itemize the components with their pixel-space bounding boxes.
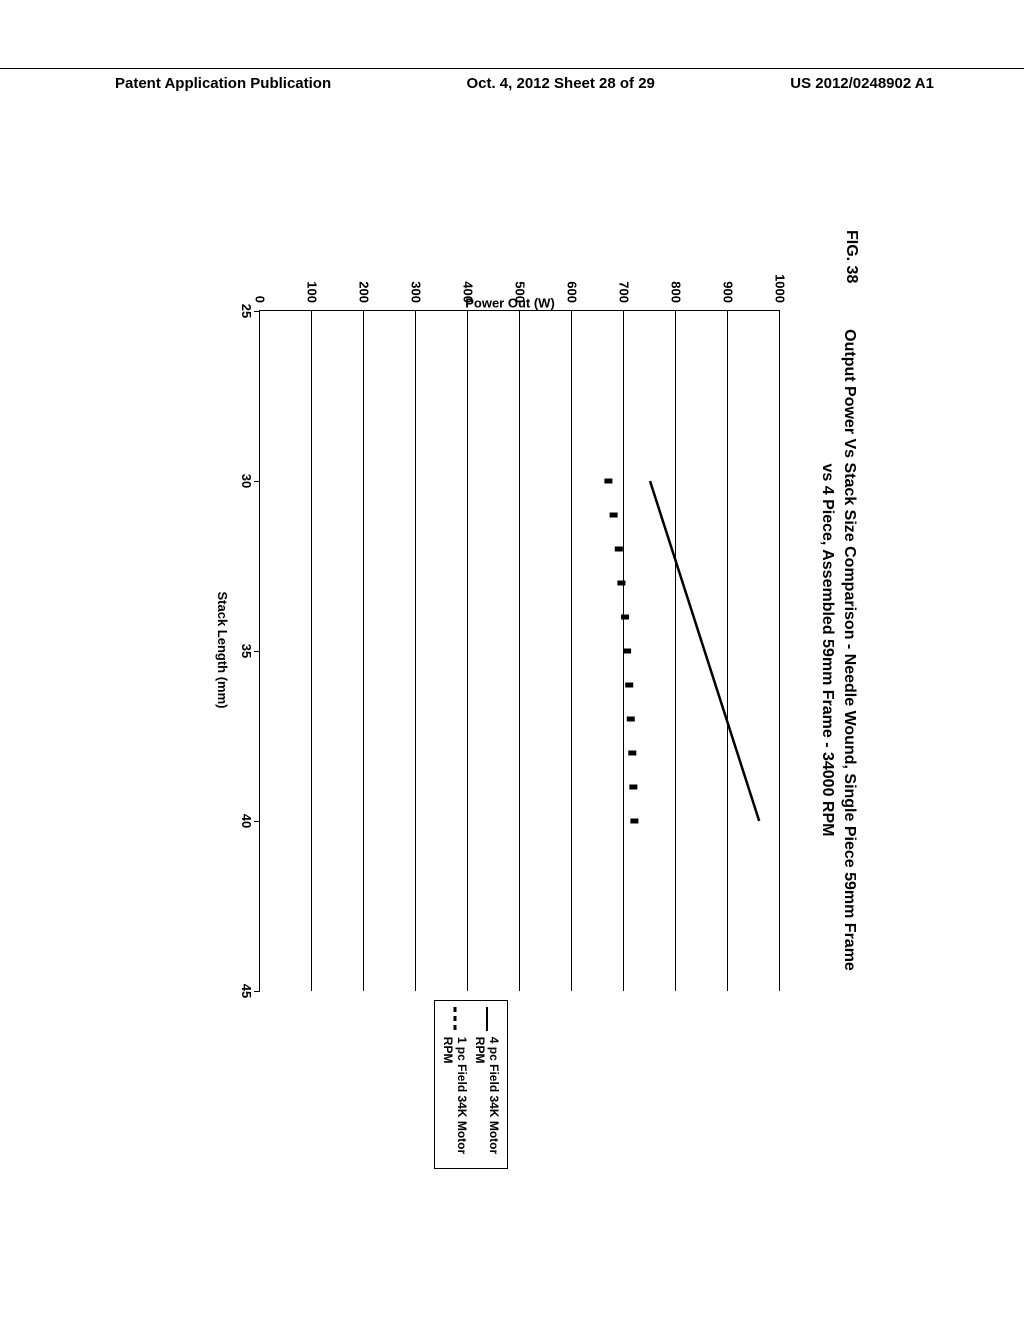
- xtick-label: 25: [239, 304, 254, 318]
- ytick-label: 300: [409, 281, 424, 303]
- gridline: [519, 311, 520, 991]
- xtick-label: 35: [239, 644, 254, 658]
- ytick-label: 0: [253, 296, 268, 303]
- gridline: [779, 311, 780, 991]
- x-axis-label: Stack Length (mm): [215, 310, 230, 990]
- ytick-label: 900: [721, 281, 736, 303]
- xtick-label: 30: [239, 474, 254, 488]
- legend-label-1pc: 1 pc Field 34K Motor RPM: [441, 1037, 469, 1162]
- ytick-label: 400: [461, 281, 476, 303]
- chart-title: Output Power Vs Stack Size Comparison - …: [817, 290, 860, 1010]
- series-1pc-marker: [610, 513, 618, 518]
- gridline: [363, 311, 364, 991]
- xtick-mark: [254, 311, 260, 312]
- chart-title-line1: Output Power Vs Stack Size Comparison - …: [841, 329, 858, 971]
- header-row: Patent Application Publication Oct. 4, 2…: [0, 69, 1024, 92]
- gridline: [311, 311, 312, 991]
- ytick-label: 500: [513, 281, 528, 303]
- legend: 4 pc Field 34K Motor RPM 1 pc Field 34K …: [434, 1000, 508, 1169]
- series-1pc-marker: [623, 649, 631, 654]
- xtick-mark: [254, 821, 260, 822]
- xtick-label: 45: [239, 984, 254, 998]
- gridline: [415, 311, 416, 991]
- y-axis-label: Power Out (W): [465, 295, 555, 310]
- ytick-label: 100: [305, 281, 320, 303]
- legend-line-dashed: [449, 1007, 461, 1031]
- gridline: [675, 311, 676, 991]
- xtick-mark: [254, 481, 260, 482]
- ytick-label: 600: [565, 281, 580, 303]
- ytick-label: 200: [357, 281, 372, 303]
- series-1pc-marker: [604, 479, 612, 484]
- series-1pc-marker: [628, 751, 636, 756]
- ytick-label: 1000: [773, 274, 788, 303]
- legend-line-solid: [486, 1007, 488, 1031]
- figure-wrapper: FIG. 38 Output Power Vs Stack Size Compa…: [160, 190, 860, 1110]
- xtick-label: 40: [239, 814, 254, 828]
- gridline: [467, 311, 468, 991]
- chart-title-line2: vs 4 Piece, Assembled 59mm Frame - 34000…: [819, 464, 836, 837]
- gridline: [571, 311, 572, 991]
- xtick-mark: [254, 991, 260, 992]
- plot-area: 0100200300400500600700800900100025303540…: [259, 310, 780, 991]
- legend-item-1pc: 1 pc Field 34K Motor RPM: [439, 1007, 471, 1162]
- header-right: US 2012/0248902 A1: [790, 75, 934, 92]
- gridline: [727, 311, 728, 991]
- gridline: [623, 311, 624, 991]
- xtick-mark: [254, 651, 260, 652]
- figure-label: FIG. 38: [842, 230, 860, 283]
- series-1pc-marker: [629, 785, 637, 790]
- series-1pc-marker: [627, 717, 635, 722]
- series-1pc-marker: [625, 683, 633, 688]
- series-1pc-marker: [617, 581, 625, 586]
- legend-item-4pc: 4 pc Field 34K Motor RPM: [471, 1007, 503, 1162]
- series-4pc-line: [650, 481, 759, 821]
- legend-label-4pc: 4 pc Field 34K Motor RPM: [473, 1037, 501, 1162]
- ytick-label: 800: [669, 281, 684, 303]
- series-1pc-marker: [630, 819, 638, 824]
- page-header: Patent Application Publication Oct. 4, 2…: [0, 68, 1024, 92]
- plot-svg: [260, 311, 780, 991]
- header-center: Oct. 4, 2012 Sheet 28 of 29: [466, 75, 654, 92]
- series-1pc-marker: [615, 547, 623, 552]
- header-left: Patent Application Publication: [115, 75, 331, 92]
- ytick-label: 700: [617, 281, 632, 303]
